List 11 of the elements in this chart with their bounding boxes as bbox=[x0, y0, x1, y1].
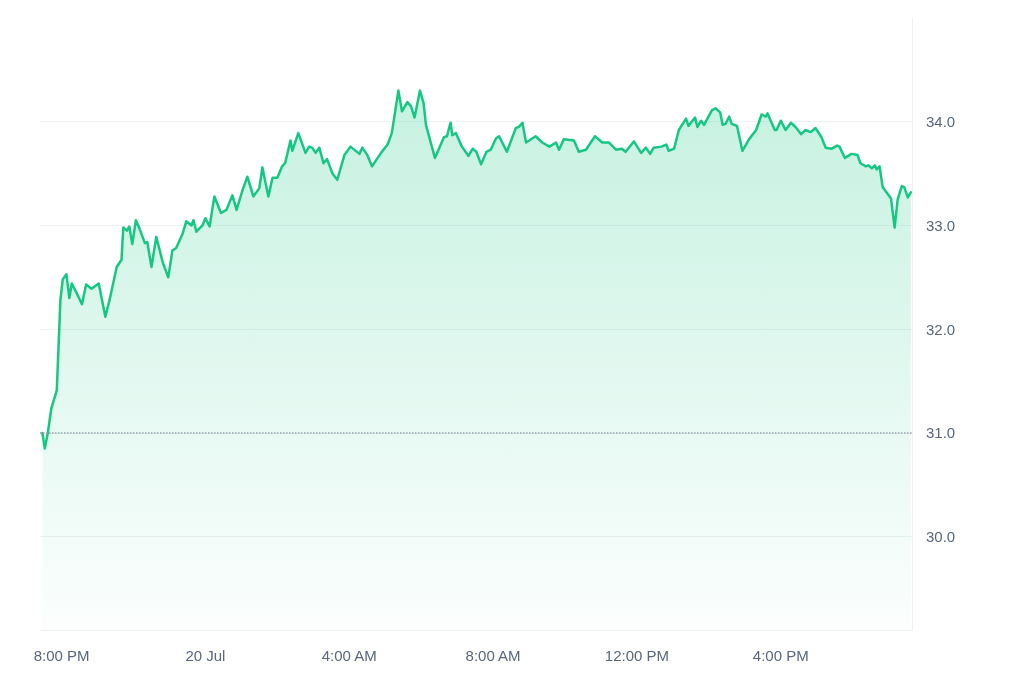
x-tick-label: 4:00 AM bbox=[321, 647, 377, 664]
x-tick-label: 8:00 PM bbox=[33, 647, 90, 664]
y-tick-label: 31.0 bbox=[926, 424, 956, 442]
x-tick-label: 4:00 PM bbox=[752, 647, 809, 664]
y-tick-label: 32.0 bbox=[926, 320, 956, 338]
y-tick-label: 34.0 bbox=[926, 113, 956, 131]
y-tick-label: 30.0 bbox=[926, 528, 956, 546]
x-tick-label: 12:00 PM bbox=[604, 647, 670, 664]
y-tick-label: 33.0 bbox=[926, 216, 956, 234]
x-tick-label: 20 Jul bbox=[185, 647, 226, 664]
x-tick-label: 8:00 AM bbox=[465, 647, 521, 664]
